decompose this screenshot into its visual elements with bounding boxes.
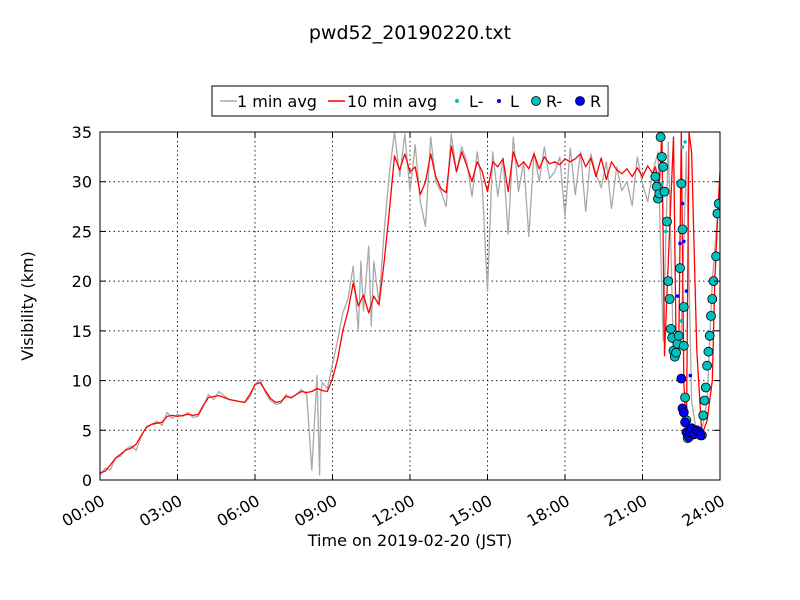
legend-label-r: R-: [546, 92, 562, 111]
r-minus-point: [678, 340, 689, 351]
r-minus-point: [658, 161, 669, 172]
y-tick-label: 5: [82, 421, 92, 440]
l-minus-point: [680, 145, 685, 149]
y-tick-label: 20: [72, 272, 92, 291]
y-axis-label: Visibility (km): [18, 251, 37, 360]
r-minus-point: [707, 294, 718, 304]
x-tick-label: 15:00: [446, 491, 495, 531]
r-point: [695, 430, 706, 441]
legend-swatch-r: [531, 96, 541, 106]
ten-min-avg-line: [100, 132, 720, 474]
y-tick-label: 15: [72, 322, 92, 341]
r-minus-point: [678, 302, 689, 312]
x-tick-label: 06:00: [214, 491, 263, 531]
y-tick-label: 0: [82, 471, 92, 490]
x-tick-label: 09:00: [291, 491, 340, 531]
r-minus-point: [657, 151, 667, 162]
r-minus-point: [676, 178, 687, 189]
legend-swatch-l: [455, 99, 459, 103]
l-point: [688, 373, 693, 378]
x-tick-label: 03:00: [136, 491, 185, 531]
y-tick-label: 30: [72, 173, 92, 192]
r-minus-point: [698, 410, 709, 421]
legend-label-l: L-: [469, 92, 483, 111]
y-tick-label: 25: [72, 222, 92, 241]
r-minus-point: [713, 198, 720, 209]
legend-swatch-l: [497, 99, 501, 103]
legend-swatch-r: [575, 96, 585, 106]
series-layer: [100, 132, 720, 476]
r-minus-point: [673, 330, 684, 341]
legend-label-r: R: [590, 92, 601, 111]
r-minus-point: [706, 310, 716, 321]
r-minus-point: [700, 382, 711, 393]
l-minus-point: [664, 229, 668, 234]
l-point: [678, 241, 682, 246]
r-minus-point: [650, 171, 661, 182]
legend-box: [211, 85, 609, 117]
x-tick-label: 21:00: [601, 491, 650, 531]
legend-label-10-min-avg: 10 min avg: [347, 92, 437, 111]
r-minus-point: [677, 224, 688, 235]
l-point: [682, 239, 686, 244]
l-minus-point: [679, 319, 684, 323]
r-minus-point: [671, 347, 681, 358]
r-minus-point: [712, 208, 720, 219]
chart-title: pwd52_20190220.txt: [309, 22, 511, 44]
r-minus-point: [703, 346, 714, 357]
r-minus-point: [662, 216, 672, 227]
x-axis-label: Time on 2019-02-20 (JST): [307, 531, 512, 550]
r-minus-point: [711, 251, 720, 262]
l-point: [675, 294, 680, 298]
legend-label-l: L: [510, 92, 519, 111]
r-minus-point: [675, 263, 685, 274]
r-minus-point: [659, 186, 670, 197]
legend-label-1-min-avg: 1 min avg: [237, 92, 317, 111]
r-minus-point: [702, 360, 712, 371]
x-tick-label: 00:00: [59, 491, 108, 531]
l-point: [680, 201, 685, 206]
y-tick-label: 35: [72, 123, 92, 142]
r-minus-point: [699, 395, 710, 406]
r-point: [678, 407, 689, 418]
r-minus-point: [655, 132, 666, 142]
r-minus-point: [664, 294, 675, 304]
r-minus-point: [704, 330, 715, 341]
r-minus-point: [680, 392, 690, 403]
l-minus-point: [683, 140, 687, 144]
y-tick-label: 10: [72, 372, 92, 391]
x-tick-label: 24:00: [679, 491, 728, 531]
r-minus-point: [663, 276, 674, 287]
x-tick-label: 12:00: [369, 491, 418, 531]
r-point: [680, 417, 690, 428]
legend: 1 min avg 10 min avg L- L R- R: [211, 85, 609, 117]
x-tick-label: 18:00: [524, 491, 573, 531]
r-minus-point: [666, 323, 676, 334]
r-point: [676, 373, 687, 384]
l-point: [684, 289, 689, 293]
